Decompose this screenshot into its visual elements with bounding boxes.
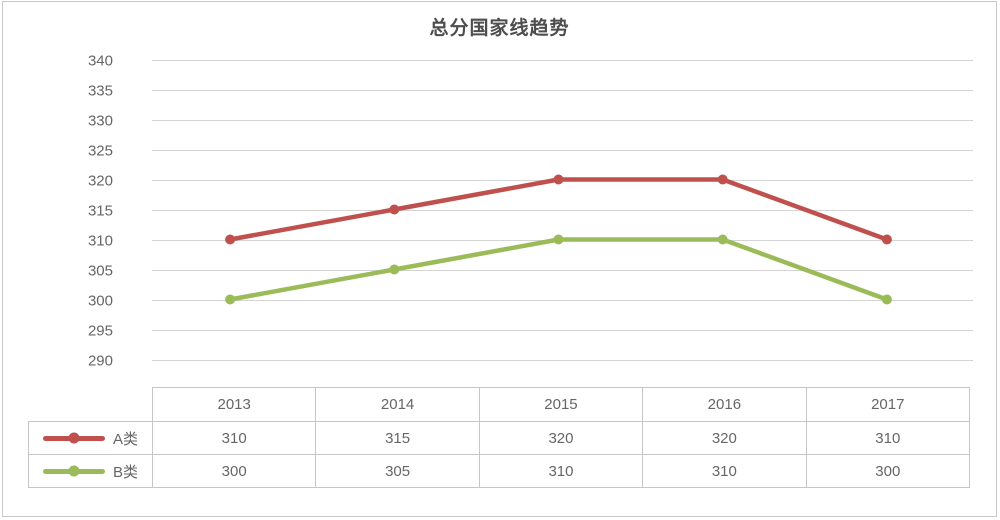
year-header-cell: 2013 xyxy=(151,387,317,422)
data-point xyxy=(881,234,892,245)
legend-line-icon xyxy=(42,432,105,444)
series-line-0 xyxy=(227,177,890,242)
y-axis-tick-label: 315 xyxy=(88,203,113,220)
value-cell: 315 xyxy=(315,421,480,455)
year-header-cell: 2014 xyxy=(315,387,480,422)
corner-cell xyxy=(28,387,153,422)
y-axis-tick-label: 340 xyxy=(88,53,113,70)
y-axis-tick-label: 325 xyxy=(88,143,113,160)
series-label: A类 xyxy=(112,430,138,448)
data-point xyxy=(225,294,236,305)
legend-dot-icon xyxy=(68,432,80,444)
legend-line-icon xyxy=(42,465,105,477)
value-cell: 310 xyxy=(478,454,644,488)
value-cell: 310 xyxy=(805,421,971,455)
y-axis-tick-label: 310 xyxy=(88,233,113,250)
value-cell: 310 xyxy=(151,421,317,455)
data-point xyxy=(225,234,236,245)
y-axis-tick-label: 295 xyxy=(88,323,113,340)
value-cell: 305 xyxy=(315,454,480,488)
year-header-cell: 2017 xyxy=(805,387,971,422)
series-label: B类 xyxy=(112,463,138,481)
y-axis-tick-label: 300 xyxy=(88,293,113,310)
y-axis-tick-label: 290 xyxy=(88,353,113,370)
data-point xyxy=(717,174,728,185)
legend-dot-icon xyxy=(68,465,80,477)
data-point xyxy=(389,204,400,215)
legend-item-0: A类 xyxy=(29,428,152,449)
table-row: A类 310 315 320 320 310 xyxy=(28,421,971,455)
y-axis-tick-label: 320 xyxy=(88,173,113,190)
year-header-cell: 2016 xyxy=(642,387,807,422)
data-point xyxy=(553,234,564,245)
value-cell: 320 xyxy=(642,421,807,455)
legend-cell: A类 xyxy=(28,421,153,455)
trend-line-chart: 340 335 330 325 320 315 310 305 300 295 290 xyxy=(88,53,973,370)
chart-title: 总分国家线趋势 xyxy=(429,18,570,39)
table-header-row: 2013 2014 2015 2016 2017 xyxy=(28,387,971,422)
y-axis-tick-label: 330 xyxy=(88,113,113,130)
data-point xyxy=(389,264,400,275)
legend-cell: B类 xyxy=(28,454,153,488)
score-data-table: 2013 2014 2015 2016 2017 A类 310 315 320 320 310 B类 3… xyxy=(28,387,971,488)
legend-item-1: B类 xyxy=(29,461,152,482)
table-row: B类 300 305 310 310 300 xyxy=(28,454,971,488)
value-cell: 300 xyxy=(151,454,317,488)
data-point xyxy=(553,174,564,185)
year-header-cell: 2015 xyxy=(478,387,644,422)
data-point xyxy=(881,294,892,305)
series-line-1 xyxy=(227,237,890,302)
value-cell: 320 xyxy=(478,421,644,455)
data-point xyxy=(717,234,728,245)
value-cell: 300 xyxy=(805,454,971,488)
value-cell: 310 xyxy=(642,454,807,488)
y-axis-tick-label: 335 xyxy=(88,83,113,100)
y-axis-tick-label: 305 xyxy=(88,263,113,280)
